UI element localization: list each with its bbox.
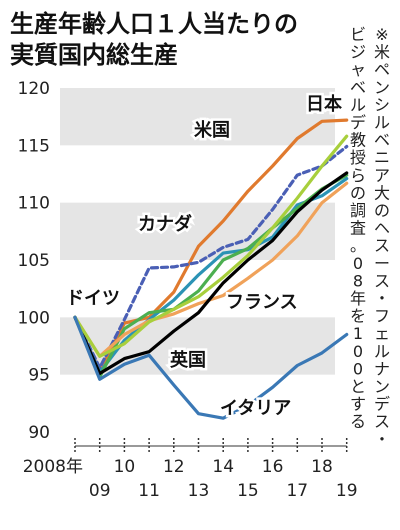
- y-axis: 90 95 100 105 110 115 120: [18, 79, 50, 443]
- note-char: ン: [374, 78, 390, 97]
- note-char: を: [350, 307, 366, 326]
- series-label: 米国: [194, 119, 230, 141]
- note-char: ・: [374, 430, 390, 449]
- series-line-0: [73, 118, 349, 373]
- note-char: 米: [374, 43, 390, 62]
- note-char: ェ: [374, 324, 390, 343]
- band-layer: [60, 88, 335, 375]
- series-label: 日本: [306, 93, 342, 115]
- note-char: ら: [350, 166, 366, 185]
- x-tick-label: 09: [89, 481, 111, 501]
- note-char: 授: [350, 148, 366, 167]
- note-char: 0: [353, 359, 363, 378]
- note-char: 教: [350, 131, 366, 150]
- x-tick-label: 15: [237, 481, 259, 501]
- note-char: シ: [374, 95, 390, 114]
- x-tick-label: 16: [262, 457, 284, 477]
- x-tick-label: 17: [286, 481, 308, 501]
- x-tick-label: 2008年: [23, 457, 83, 477]
- note-char: 0: [353, 342, 363, 361]
- note-char: ベ: [374, 131, 390, 150]
- note-char: ヘ: [374, 219, 390, 238]
- chart-title-line-1: 生産年齢人口１人当たりの: [10, 10, 298, 38]
- band-0: [60, 88, 335, 146]
- x-tick-label: 10: [114, 457, 136, 477]
- series-line-7: [73, 315, 349, 420]
- note-char: ジ: [350, 43, 366, 62]
- series-lines: [73, 118, 349, 420]
- note-char: ン: [374, 377, 390, 396]
- note-char: ス: [374, 236, 390, 255]
- note-char: 1: [353, 324, 363, 343]
- note-char: ル: [350, 95, 366, 114]
- note-char: ・: [374, 289, 390, 308]
- y-tick-label: 90: [28, 423, 50, 443]
- series-label: イタリア: [220, 398, 291, 419]
- x-tick-label: 13: [188, 481, 210, 501]
- note-char: ス: [374, 412, 390, 431]
- series-line-5: [73, 171, 349, 376]
- note-char: ー: [374, 254, 390, 273]
- x-tick-label: 11: [138, 481, 160, 501]
- y-tick-label: 110: [18, 194, 50, 214]
- series-line-1: [73, 144, 349, 370]
- note-char: と: [350, 377, 366, 396]
- y-tick-label: 100: [18, 308, 50, 328]
- y-tick-label: 95: [28, 366, 50, 386]
- note-char: 年: [350, 289, 366, 308]
- chart-title-line-2: 実質国内総生産: [10, 41, 178, 69]
- note-char: す: [350, 395, 366, 414]
- note-char: デ: [350, 113, 366, 132]
- note-char: 8: [353, 271, 363, 290]
- note-char: ル: [374, 342, 390, 361]
- note-char: ビ: [350, 25, 366, 44]
- note-char: 0: [353, 254, 363, 273]
- series-label: フランス: [226, 292, 298, 313]
- x-tick-label: 18: [311, 457, 333, 477]
- note-char: 調: [350, 201, 366, 220]
- y-tick-label: 115: [18, 136, 50, 156]
- series-label: ドイツ: [66, 288, 120, 309]
- note-char: 査: [350, 219, 366, 238]
- x-tick-label: 19: [336, 481, 358, 501]
- x-tick-label: 14: [212, 457, 234, 477]
- source-note: ※米ペンシルベニア大のヘスース・フェルナンデス・ビジャベルデ教授らの調査。08年…: [350, 25, 390, 449]
- note-char: ペ: [374, 60, 390, 79]
- note-char: 。: [350, 236, 366, 255]
- note-char: の: [374, 201, 390, 220]
- note-char: ス: [374, 271, 390, 290]
- note-char: デ: [374, 395, 390, 414]
- note-char: の: [350, 183, 366, 202]
- series-label: 英国: [169, 349, 206, 371]
- note-char: る: [350, 412, 366, 431]
- note-char: 大: [374, 183, 390, 202]
- y-tick-label: 120: [18, 79, 50, 99]
- note-char: ※: [375, 25, 388, 44]
- note-char: ベ: [350, 78, 366, 97]
- x-tick-label: 12: [163, 457, 185, 477]
- note-char: フ: [374, 307, 390, 326]
- y-tick-label: 105: [18, 251, 50, 271]
- note-char: ル: [374, 113, 390, 132]
- note-char: ナ: [374, 359, 390, 378]
- series-line-6: [73, 134, 349, 358]
- note-char: ニ: [374, 148, 390, 167]
- note-char: ア: [374, 166, 390, 185]
- note-char: ャ: [350, 60, 366, 79]
- series-label: カナダ: [138, 213, 192, 235]
